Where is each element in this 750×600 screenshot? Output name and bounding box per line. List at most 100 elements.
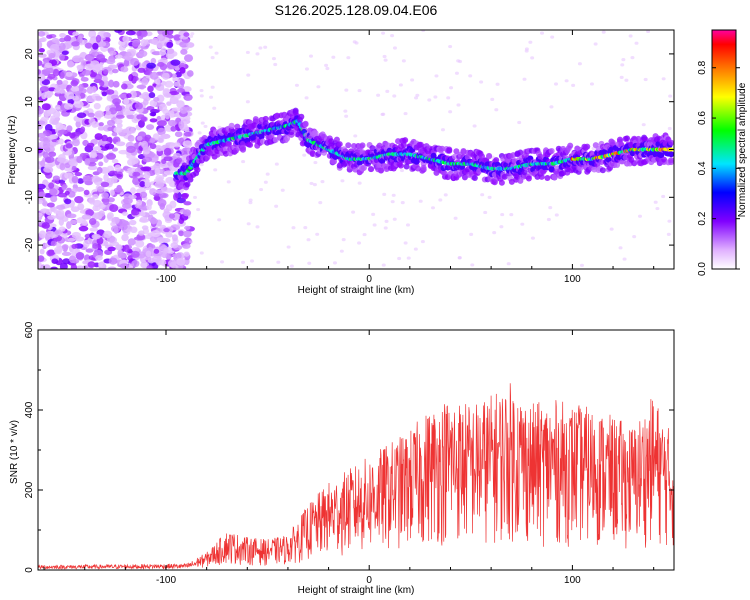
heatmap-cell bbox=[111, 175, 118, 184]
heatmap-cell bbox=[564, 79, 569, 83]
heatmap-cell bbox=[209, 95, 214, 99]
heatmap-cell bbox=[521, 169, 528, 176]
heatmap-cell bbox=[246, 222, 251, 226]
heatmap-cell bbox=[247, 141, 254, 148]
heatmap-cell bbox=[132, 177, 141, 186]
heatmap-cell bbox=[176, 100, 185, 109]
heatmap-cell bbox=[112, 98, 122, 105]
heatmap-cell bbox=[168, 213, 176, 219]
heatmap-cell bbox=[122, 197, 133, 205]
heatmap-cell bbox=[609, 139, 616, 146]
heatmap-cell bbox=[68, 255, 77, 264]
heatmap-cell bbox=[185, 95, 193, 101]
heatmap-cell bbox=[63, 41, 73, 49]
heatmap-cell bbox=[382, 192, 387, 197]
heatmap-cell bbox=[78, 57, 84, 63]
heatmap-cell bbox=[217, 218, 222, 222]
heatmap-cell bbox=[344, 88, 349, 92]
heatmap-cell bbox=[140, 39, 148, 47]
heatmap-cell bbox=[357, 241, 362, 245]
heatmap-cell bbox=[339, 249, 344, 253]
heatmap-cell bbox=[92, 42, 99, 50]
heatmap-cell bbox=[38, 132, 47, 139]
heatmap-cell bbox=[82, 176, 92, 184]
spec-ytick-label: 10 bbox=[24, 96, 35, 108]
heatmap-cell bbox=[176, 258, 186, 266]
heatmap-cell bbox=[99, 80, 105, 87]
heatmap-cell bbox=[517, 120, 522, 125]
heatmap-cell bbox=[258, 46, 263, 50]
heatmap-cell bbox=[66, 125, 73, 132]
heatmap-cell bbox=[246, 73, 251, 77]
heatmap-cell bbox=[163, 247, 169, 254]
heatmap-cell bbox=[153, 195, 161, 201]
heatmap-cell bbox=[59, 163, 66, 171]
heatmap-cell bbox=[113, 126, 123, 133]
heatmap-cell bbox=[145, 250, 152, 258]
heatmap-cell bbox=[129, 219, 137, 226]
heatmap-cell bbox=[313, 160, 318, 165]
heatmap-cell bbox=[133, 236, 144, 241]
heatmap-cell bbox=[123, 59, 130, 67]
heatmap-cell bbox=[208, 45, 213, 49]
heatmap-cell bbox=[438, 198, 443, 202]
heatmap-cell bbox=[160, 133, 171, 139]
heatmap-cell bbox=[546, 217, 551, 222]
heatmap-cell bbox=[114, 30, 123, 33]
heatmap-cell bbox=[66, 221, 72, 230]
heatmap-cell bbox=[103, 230, 113, 239]
heatmap-cell bbox=[178, 121, 185, 129]
heatmap-cell bbox=[53, 209, 59, 214]
heatmap-cell bbox=[176, 88, 185, 93]
heatmap-cell bbox=[38, 230, 47, 239]
heatmap-cell bbox=[630, 55, 635, 60]
heatmap-cell bbox=[164, 112, 170, 120]
heatmap-cell bbox=[381, 31, 386, 35]
heatmap-cell bbox=[259, 187, 264, 192]
heatmap-cell bbox=[500, 212, 505, 217]
heatmap-cell bbox=[131, 260, 140, 268]
heatmap-cell bbox=[74, 100, 84, 109]
heatmap-cell bbox=[343, 109, 348, 113]
heatmap-cell bbox=[107, 126, 114, 132]
heatmap-cell bbox=[71, 243, 78, 249]
heatmap-cell bbox=[48, 182, 55, 189]
heatmap-cell bbox=[308, 54, 313, 58]
heatmap-cell bbox=[46, 230, 55, 236]
heatmap-cell bbox=[163, 228, 170, 233]
heatmap-cell bbox=[165, 176, 175, 184]
heatmap-cell bbox=[106, 153, 117, 160]
heatmap-cell bbox=[312, 183, 317, 187]
heatmap-cell bbox=[39, 248, 45, 255]
heatmap-cell bbox=[101, 134, 108, 142]
heatmap-cell bbox=[401, 59, 406, 63]
heatmap-cell bbox=[406, 256, 411, 260]
heatmap-cell bbox=[53, 87, 64, 94]
heatmap-cell bbox=[113, 226, 119, 234]
heatmap-cell bbox=[397, 256, 402, 261]
heatmap-cell bbox=[331, 158, 338, 165]
heatmap-cell bbox=[92, 193, 99, 200]
heatmap-cell bbox=[59, 53, 65, 61]
heatmap-cell bbox=[182, 209, 192, 217]
heatmap-cell bbox=[77, 64, 84, 72]
snr-ytick-label: 200 bbox=[24, 481, 35, 498]
heatmap-cell bbox=[48, 52, 56, 59]
heatmap-cell bbox=[163, 156, 173, 162]
heatmap-cell bbox=[166, 48, 175, 55]
heatmap-cell bbox=[122, 203, 132, 209]
heatmap-cell bbox=[94, 133, 103, 140]
heatmap-cell bbox=[619, 75, 624, 79]
heatmap-cell bbox=[126, 145, 136, 154]
heatmap-cell bbox=[490, 97, 495, 101]
heatmap-cell bbox=[540, 31, 545, 35]
spectrogram-ylabel: Frequency (Hz) bbox=[7, 116, 18, 185]
heatmap-cell bbox=[453, 148, 460, 155]
heatmap-cell bbox=[142, 99, 149, 106]
snr-ytick-label: 600 bbox=[24, 321, 35, 338]
heatmap-cell bbox=[661, 77, 666, 81]
heatmap-cell bbox=[154, 167, 161, 176]
heatmap-cell bbox=[134, 102, 143, 110]
heatmap-cell bbox=[274, 162, 279, 166]
